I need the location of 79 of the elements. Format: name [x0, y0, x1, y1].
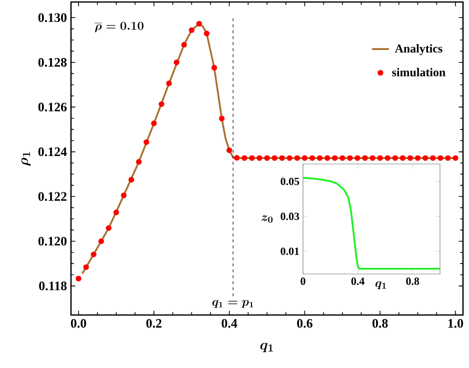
annotation: $\overline{\rho}=0.10$ [94, 22, 144, 32]
ref-line-label: $q_1=p_1$ [212, 300, 254, 308]
point [158, 101, 164, 108]
point [90, 252, 96, 258]
legend-label: Analytics [394, 44, 442, 56]
y-tick-label: 0.05 [280, 178, 300, 186]
point [181, 42, 187, 48]
x-tick-label: 0.2 [146, 318, 162, 328]
point [377, 155, 383, 161]
y-axis-title: $z_0$ [262, 215, 273, 223]
point [113, 210, 120, 216]
x-tick-label: 0.0 [70, 318, 86, 328]
point [226, 147, 232, 154]
point [98, 238, 104, 244]
point [362, 155, 368, 161]
x-tick-label: 0.8 [406, 278, 420, 285]
point [264, 155, 270, 161]
point [120, 192, 127, 198]
point [407, 155, 414, 161]
point [414, 155, 421, 161]
point [166, 80, 172, 86]
point [324, 155, 330, 161]
point [272, 155, 278, 161]
point [196, 20, 202, 27]
point [242, 155, 248, 161]
point [279, 155, 285, 161]
x-tick-label: 0 [300, 278, 306, 285]
y-tick-label: 0.120 [38, 236, 67, 246]
point [347, 155, 353, 161]
point [332, 155, 338, 161]
x-axis-title: $q_1$ [260, 342, 273, 352]
x-tick-label: 0.4 [222, 318, 238, 328]
point [354, 155, 360, 161]
point [370, 155, 376, 161]
point [249, 155, 255, 161]
point [340, 155, 346, 161]
point [400, 155, 406, 161]
y-tick-label: 0.118 [39, 282, 67, 290]
point [83, 264, 89, 270]
point [234, 154, 240, 161]
point [76, 276, 82, 282]
x-tick-label: 0.4 [351, 278, 364, 285]
point [384, 155, 390, 161]
point [211, 64, 218, 71]
y-axis-title: $\rho_1$ [21, 152, 31, 166]
point [144, 139, 150, 146]
point [316, 155, 323, 161]
point [218, 116, 225, 122]
x-tick-label: 0.6 [297, 318, 312, 328]
point [136, 159, 142, 165]
point [452, 155, 458, 161]
y-tick-label: 0.128 [38, 58, 67, 67]
point [309, 155, 316, 161]
point [128, 176, 134, 183]
legend-label: simulation [392, 68, 446, 76]
y-tick-label: 0.03 [280, 212, 300, 220]
line-series [303, 176, 440, 270]
point [438, 155, 444, 161]
point [445, 155, 451, 161]
y-tick-label: 0.130 [38, 13, 67, 22]
point [174, 60, 180, 66]
point [151, 120, 157, 126]
point [286, 155, 292, 161]
point [204, 30, 210, 36]
point [422, 155, 428, 161]
y-tick-label: 0.126 [38, 102, 67, 112]
x-tick-label: 0.8 [372, 318, 388, 328]
x-axis-title: $q_1$ [375, 281, 386, 290]
x-tick-label: 1.0 [448, 318, 464, 328]
point [392, 155, 398, 161]
point [430, 155, 436, 161]
y-tick-label: 0.01 [280, 248, 299, 256]
point [188, 27, 194, 34]
point [302, 155, 308, 161]
y-tick-label: 0.124 [38, 147, 67, 156]
y-tick-label: 0.122 [38, 192, 66, 201]
point [106, 225, 112, 231]
point [294, 155, 300, 161]
point [256, 155, 262, 161]
